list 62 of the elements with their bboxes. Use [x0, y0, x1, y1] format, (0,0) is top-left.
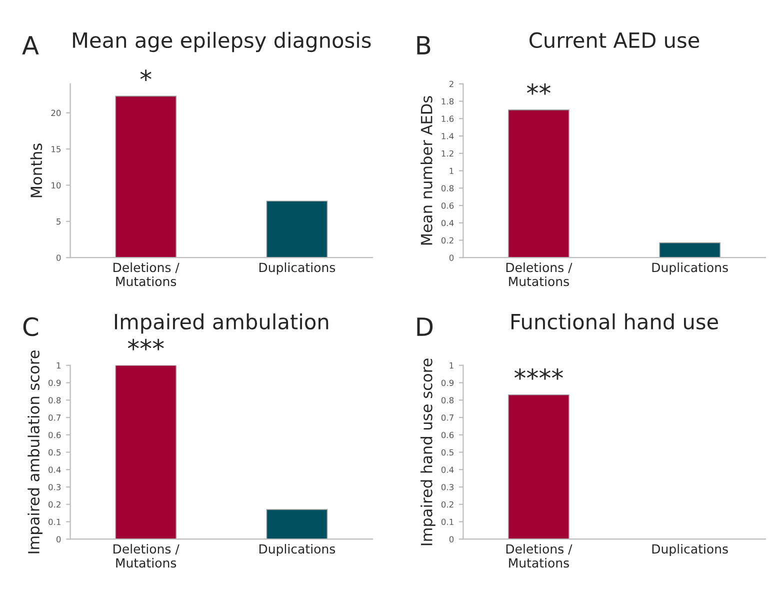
- y-tick-label: 0.9: [441, 380, 454, 386]
- y-tick-label: 1.4: [442, 133, 454, 140]
- x-tick-label: Duplications: [259, 544, 336, 556]
- y-tick-label: 0.8: [441, 185, 454, 192]
- y-tick-label: 0.1: [441, 518, 454, 526]
- y-tick-label: 0: [449, 254, 454, 261]
- chart-title: Mean age epilepsy diagnosis: [73, 32, 371, 52]
- chart-title: Impaired ambulation: [114, 313, 328, 334]
- y-tick-label: 1.2: [442, 150, 454, 157]
- y-tick-label: 0.6: [441, 202, 454, 209]
- x-tick-label: Deletions / Mutations: [506, 262, 572, 286]
- y-tick-label: 5: [56, 218, 61, 225]
- x-tick-label: Duplications: [652, 544, 728, 556]
- y-tick-label: 0: [56, 254, 61, 261]
- x-tick-label: Deletions / Mutations: [506, 544, 572, 568]
- y-tick-label: 0.6: [441, 432, 454, 438]
- y-tick-label: 0.2: [441, 501, 454, 508]
- y-tick-label: 0.5: [441, 449, 454, 456]
- x-tick-label: Deletions / Mutations: [114, 544, 180, 568]
- x-tick-label: Duplications: [259, 262, 336, 275]
- y-tick-label: 0.4: [48, 466, 61, 473]
- text: D: [417, 318, 433, 336]
- text: B: [417, 36, 430, 54]
- y-tick-label: 0: [56, 536, 61, 542]
- annotation: *: [140, 70, 152, 82]
- annotation: ***: [128, 338, 164, 350]
- x-tick-label: Duplications: [652, 262, 728, 275]
- y-tick-label: 0.9: [48, 380, 61, 386]
- chart-title: Functional hand use: [511, 313, 718, 330]
- y-tick-label: 1.8: [442, 98, 454, 105]
- y-tick-label: 0.5: [48, 449, 61, 456]
- y-tick-label: 0.7: [48, 414, 61, 421]
- y-tick-label: 1.6: [442, 116, 454, 122]
- y-tick-label: 2: [449, 80, 454, 88]
- y-tick-label: 0.2: [441, 237, 454, 244]
- y-tick-label: 0: [449, 536, 454, 542]
- y-tick-label: 1: [450, 362, 454, 369]
- annotation: **: [526, 83, 550, 95]
- y-axis-title: Mean number AEDs: [420, 96, 432, 245]
- y-tick-label: 0.4: [441, 220, 454, 226]
- y-axis-title: Impaired ambulation score: [28, 350, 42, 554]
- y-tick-label: 0.2: [48, 501, 60, 508]
- text: C: [23, 317, 38, 336]
- y-tick-label: 0.3: [48, 484, 61, 490]
- y-tick-label: 0.8: [48, 397, 61, 404]
- y-axis-title: Impaired hand use score: [420, 358, 436, 546]
- y-tick-label: 1: [56, 362, 60, 369]
- y-tick-label: 0.4: [441, 466, 454, 473]
- y-tick-label: 20: [51, 110, 61, 116]
- y-tick-label: 0.7: [441, 414, 454, 421]
- y-tick-label: 0.3: [441, 484, 454, 490]
- y-tick-label: 15: [52, 146, 61, 152]
- y-tick-label: 10: [52, 182, 61, 188]
- text: A: [22, 36, 39, 54]
- y-tick-label: 0.1: [48, 518, 60, 526]
- chart-title: Current AED use: [530, 32, 700, 48]
- y-tick-label: 0.8: [441, 397, 454, 404]
- x-tick-label: Deletions / Mutations: [114, 262, 180, 286]
- annotation: ****: [514, 368, 563, 380]
- y-tick-label: 1: [450, 168, 454, 174]
- y-axis-title: Months: [30, 144, 42, 198]
- y-tick-label: 0.6: [48, 432, 61, 438]
